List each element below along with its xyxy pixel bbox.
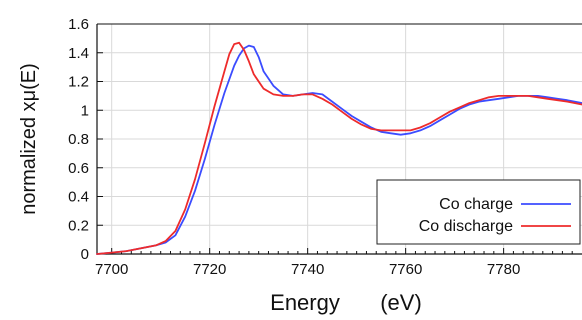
series-layer [96, 41, 582, 255]
y-tick-label: 0.2 [68, 217, 89, 234]
x-tick-label: 7760 [389, 261, 422, 278]
axis-titles: normalized xμ(E) Energy (eV) [18, 63, 422, 315]
y-tick-label: 0.4 [68, 189, 89, 206]
x-axis-unit: (eV) [380, 290, 422, 315]
y-tick-label: 0.6 [68, 160, 89, 177]
x-axis-title: Energy [270, 290, 340, 315]
axis-layer: 0 0.2 0.4 0.6 0.8 1 1.2 1.4 1.6 7700 7720 7740 7760 7… [68, 16, 582, 278]
series-line-co-discharge [96, 41, 582, 255]
y-tick-label: 1.2 [68, 74, 89, 91]
series-line-co-charge [96, 44, 582, 255]
y-tick-label: 0 [81, 246, 89, 263]
x-tick-label: 7700 [95, 261, 128, 278]
y-tick-label: 1.4 [68, 45, 89, 62]
y-tick-label: 0.8 [68, 131, 89, 148]
legend-label-co-discharge: Co discharge [419, 218, 513, 235]
y-tick-label: 1 [81, 102, 89, 119]
x-tick-label: 7720 [193, 261, 226, 278]
y-axis-title: normalized xμ(E) [18, 63, 40, 215]
x-tick-label: 7740 [291, 261, 324, 278]
legend: Co charge Co discharge [376, 179, 581, 245]
x-tick-label: 7780 [487, 261, 520, 278]
legend-box [376, 179, 581, 245]
legend-label-co-charge: Co charge [439, 196, 513, 213]
y-tick-label: 1.6 [68, 16, 89, 33]
